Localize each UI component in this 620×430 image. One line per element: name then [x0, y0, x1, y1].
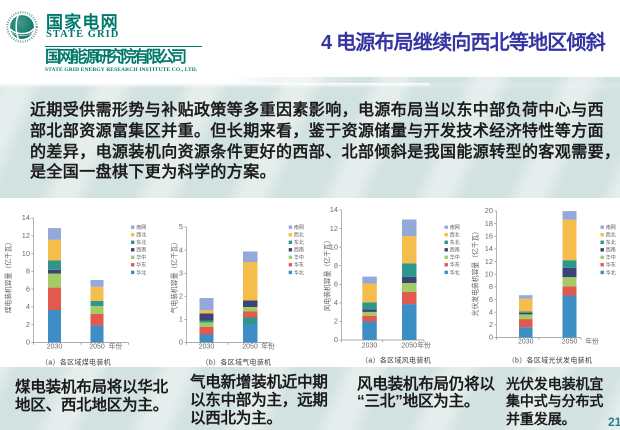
svg-text:2030: 2030 — [362, 343, 378, 350]
svg-text:0: 0 — [334, 335, 338, 344]
svg-text:2030: 2030 — [47, 344, 63, 351]
svg-text:16: 16 — [485, 232, 493, 241]
svg-text:14: 14 — [22, 213, 30, 222]
svg-text:2: 2 — [334, 317, 338, 326]
svg-text:华东: 华东 — [606, 262, 616, 269]
svg-text:西北: 西北 — [294, 232, 304, 239]
svg-text:2: 2 — [489, 320, 493, 329]
svg-text:10: 10 — [485, 269, 493, 278]
svg-text:光伏发电装机容量（亿千瓦）: 光伏发电装机容量（亿千瓦） — [471, 228, 480, 316]
svg-text:2050: 2050 — [562, 339, 578, 346]
svg-text:2: 2 — [26, 320, 30, 329]
svg-text:20: 20 — [485, 206, 493, 215]
svg-text:南网: 南网 — [450, 224, 460, 231]
svg-text:（a）各区域煤电装机: （a）各区域煤电装机 — [41, 358, 111, 367]
svg-text:0: 0 — [179, 338, 183, 347]
svg-text:0: 0 — [489, 333, 493, 342]
svg-text:3: 3 — [179, 268, 183, 277]
svg-text:南网: 南网 — [294, 224, 304, 231]
svg-text:西北: 西北 — [606, 232, 616, 239]
svg-text:10: 10 — [330, 242, 338, 251]
svg-text:年份: 年份 — [109, 342, 123, 351]
svg-text:6: 6 — [489, 295, 493, 304]
svg-text:12: 12 — [330, 224, 338, 233]
svg-text:华东: 华东 — [136, 262, 146, 269]
svg-text:10: 10 — [22, 249, 30, 258]
svg-text:西北: 西北 — [450, 232, 460, 239]
svg-text:西南: 西南 — [136, 247, 146, 254]
svg-text:8: 8 — [26, 267, 30, 276]
svg-text:华北: 华北 — [294, 269, 304, 276]
svg-text:西南: 西南 — [606, 247, 616, 254]
svg-text:12: 12 — [485, 257, 493, 266]
svg-text:4: 4 — [179, 245, 183, 254]
svg-text:西南: 西南 — [450, 247, 460, 254]
svg-text:东北: 东北 — [294, 239, 304, 246]
svg-text:2050: 2050 — [242, 344, 258, 351]
svg-text:12: 12 — [22, 231, 30, 240]
svg-text:2050: 2050 — [89, 344, 105, 351]
svg-text:华中: 华中 — [450, 254, 460, 261]
svg-text:华北: 华北 — [606, 269, 616, 276]
svg-text:14: 14 — [485, 244, 493, 253]
svg-text:东北: 东北 — [136, 239, 146, 246]
svg-text:西南: 西南 — [294, 247, 304, 254]
svg-text:2030: 2030 — [199, 344, 215, 351]
svg-text:8: 8 — [334, 261, 338, 270]
svg-text:华北: 华北 — [450, 269, 460, 276]
svg-text:东北: 东北 — [450, 239, 460, 246]
svg-text:华东: 华东 — [294, 262, 304, 269]
svg-text:华东: 华东 — [450, 262, 460, 269]
svg-text:2050: 2050 — [401, 343, 417, 350]
svg-text:5: 5 — [179, 222, 183, 231]
svg-text:4: 4 — [26, 302, 30, 311]
svg-text:14: 14 — [330, 205, 338, 214]
svg-text:西北: 西北 — [136, 232, 146, 239]
svg-text:华中: 华中 — [606, 254, 616, 261]
svg-text:华中: 华中 — [294, 254, 304, 261]
svg-text:气电装机容量（亿千瓦）: 气电装机容量（亿千瓦） — [170, 239, 179, 314]
svg-text:东北: 东北 — [606, 239, 616, 246]
svg-text:（b）各区域气电装机: （b）各区域气电装机 — [202, 358, 272, 367]
svg-text:南网: 南网 — [136, 224, 146, 231]
svg-text:年份: 年份 — [585, 337, 599, 346]
svg-text:（a）各区域风电装机: （a）各区域风电装机 — [361, 356, 431, 365]
svg-text:6: 6 — [26, 284, 30, 293]
svg-text:南网: 南网 — [606, 224, 616, 231]
svg-text:6: 6 — [334, 280, 338, 289]
svg-text:年份: 年份 — [261, 342, 275, 351]
svg-text:2: 2 — [179, 292, 183, 301]
svg-text:2030: 2030 — [518, 339, 534, 346]
svg-text:煤电装机容量（亿千瓦）: 煤电装机容量（亿千瓦） — [4, 239, 13, 314]
svg-text:8: 8 — [489, 282, 493, 291]
svg-text:（b）各区域光伏发电装机: （b）各区域光伏发电装机 — [508, 356, 593, 365]
svg-text:年份: 年份 — [417, 341, 431, 350]
svg-text:1: 1 — [179, 315, 183, 324]
svg-text:4: 4 — [489, 307, 493, 316]
svg-text:风电装机容量（亿千瓦）: 风电装机容量（亿千瓦） — [323, 237, 332, 312]
svg-text:0: 0 — [26, 338, 30, 347]
svg-text:华中: 华中 — [136, 254, 146, 261]
svg-text:18: 18 — [485, 219, 493, 228]
svg-text:华北: 华北 — [136, 269, 146, 276]
svg-text:4: 4 — [334, 298, 338, 307]
